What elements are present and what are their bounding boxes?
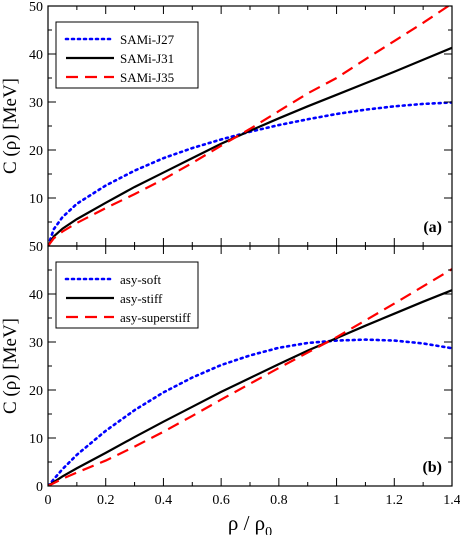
x-axis-label: ρ / ρ0 <box>228 511 272 535</box>
x-tick-label: 0.4 <box>155 493 173 508</box>
x-tick-label: 1 <box>333 493 340 508</box>
series-line-sami-j31 <box>48 46 452 246</box>
x-tick-label: 0.8 <box>270 493 288 508</box>
panel-label: (a) <box>423 219 442 236</box>
legend-box <box>55 261 199 329</box>
series-line-asy-superstiff <box>48 268 452 486</box>
series-line-asy-soft <box>48 338 452 486</box>
y-tick-label: 40 <box>29 48 43 63</box>
legend-entry: SAMi-J27 <box>120 32 175 47</box>
y-axis-label: C (ρ) [MeV] <box>0 78 21 174</box>
legend-entry: asy-stiff <box>120 291 163 306</box>
x-tick-label: 0 <box>45 493 52 508</box>
series-line-sami-j35 <box>48 6 451 246</box>
x-tick-label: 1.4 <box>443 493 460 508</box>
y-tick-label: 30 <box>29 336 43 351</box>
legend: asy-soft asy-stiff asy-superstiff <box>55 261 199 329</box>
x-tick-label: 1.2 <box>386 493 404 508</box>
y-tick-label: 10 <box>29 432 43 447</box>
y-tick-label: 50 <box>29 0 43 15</box>
y-tick-label: 40 <box>29 288 43 303</box>
x-tick-label: 0.2 <box>97 493 115 508</box>
legend-entry: asy-soft <box>120 272 162 287</box>
shared-x-axis: 0 0.2 0.4 0.6 0.8 1 1.2 1.4 ρ / ρ0 <box>45 493 460 535</box>
y-tick-label: 20 <box>29 384 43 399</box>
legend-box <box>55 21 199 89</box>
panel-a: 10 20 30 40 50 C (ρ) [MeV] (a) SAMi-J27 SAMi-J31… <box>0 0 453 247</box>
y-tick-label: 10 <box>29 192 43 207</box>
legend-entry: SAMi-J31 <box>120 51 174 66</box>
y-tick-label: 0 <box>36 480 43 495</box>
legend-entry: SAMi-J35 <box>120 70 174 85</box>
y-axis-label: C (ρ) [MeV] <box>0 318 21 414</box>
y-tick-label: 50 <box>29 240 43 255</box>
series-line-asy-stiff <box>48 289 452 486</box>
series-line-sami-j27 <box>48 101 452 246</box>
panel-label: (b) <box>422 459 442 476</box>
y-tick-label: 30 <box>29 96 43 111</box>
panel-b: 0 10 20 30 40 50 C (ρ) [MeV] (b) asy-soft asy-sti… <box>0 240 453 495</box>
legend: SAMi-J27 SAMi-J31 SAMi-J35 <box>55 21 199 89</box>
legend-entry: asy-superstiff <box>120 310 191 325</box>
y-tick-label: 20 <box>29 144 43 159</box>
x-tick-label: 0.6 <box>212 493 230 508</box>
